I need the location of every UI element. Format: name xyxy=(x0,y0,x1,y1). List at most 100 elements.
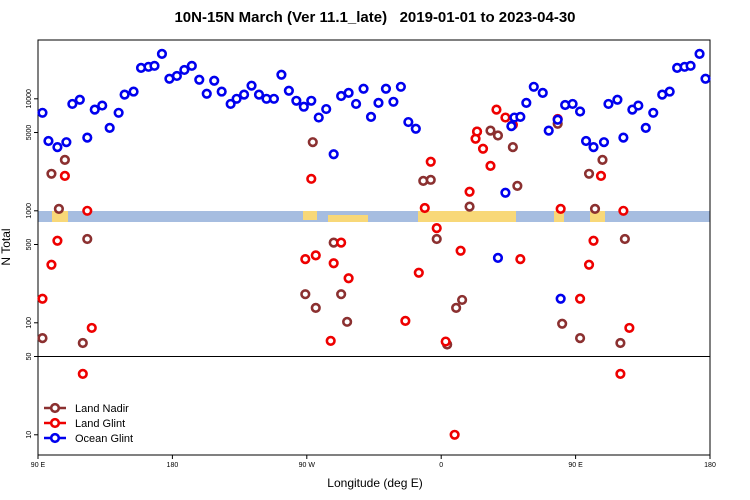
data-point xyxy=(440,336,451,347)
data-point xyxy=(574,333,586,344)
data-point xyxy=(225,98,236,110)
x-tick-label: 90 E xyxy=(568,462,583,469)
data-point xyxy=(238,89,250,100)
data-point xyxy=(358,83,369,94)
data-point xyxy=(313,112,324,123)
legend-marker xyxy=(49,417,61,429)
data-point xyxy=(104,122,115,133)
data-point xyxy=(53,203,65,214)
data-point xyxy=(343,273,354,284)
data-point xyxy=(373,97,384,108)
data-point xyxy=(485,125,496,136)
plot-frame xyxy=(37,39,711,456)
data-point xyxy=(201,88,212,99)
data-point xyxy=(506,121,517,132)
data-point xyxy=(310,302,321,313)
data-point xyxy=(603,98,614,110)
data-point xyxy=(291,95,302,106)
y-tick-label: 100 xyxy=(26,317,33,329)
legend-label: Ocean Glint xyxy=(75,433,133,445)
x-axis-label: Longitude (deg E) xyxy=(327,476,422,490)
land-mask-strip xyxy=(38,211,710,222)
data-point xyxy=(500,187,511,198)
data-point xyxy=(500,112,511,123)
data-point xyxy=(615,368,626,379)
data-point xyxy=(648,107,659,118)
data-point xyxy=(597,154,608,165)
data-point xyxy=(156,48,168,59)
data-point xyxy=(515,254,526,265)
legend-marker xyxy=(49,402,61,414)
data-point xyxy=(395,81,406,92)
data-point xyxy=(306,95,317,106)
x-tick-label: 180 xyxy=(704,462,716,469)
data-point xyxy=(612,94,623,105)
chart-title: 10N-15N March (Ver 11.1_late) 2019-01-01… xyxy=(174,9,575,26)
data-point xyxy=(451,302,462,313)
data-point xyxy=(67,98,78,110)
data-point xyxy=(588,142,599,153)
data-point xyxy=(37,293,48,304)
data-point xyxy=(298,101,309,112)
data-point xyxy=(413,267,424,278)
data-point xyxy=(82,233,93,245)
data-point xyxy=(515,111,526,122)
data-point xyxy=(618,205,629,216)
data-point xyxy=(283,85,294,96)
data-point xyxy=(365,111,377,122)
y-tick-label: 500 xyxy=(26,239,33,251)
data-point xyxy=(583,259,595,270)
data-point xyxy=(633,100,644,111)
data-point xyxy=(321,103,332,115)
data-point xyxy=(336,289,347,300)
data-point xyxy=(37,333,48,344)
y-tick-label: 10 xyxy=(26,431,33,439)
data-point xyxy=(253,89,265,100)
data-point xyxy=(664,86,675,97)
data-point xyxy=(574,106,586,117)
data-point xyxy=(37,107,48,118)
data-point xyxy=(59,170,70,181)
data-point xyxy=(328,258,339,269)
data-point xyxy=(574,293,586,304)
data-point xyxy=(425,174,436,185)
data-point xyxy=(46,168,57,179)
data-point xyxy=(588,235,599,246)
data-point xyxy=(52,142,63,153)
data-point xyxy=(149,60,160,71)
data-point xyxy=(557,318,568,329)
data-point xyxy=(521,97,532,108)
x-tick-label: 90 E xyxy=(31,462,46,469)
data-point xyxy=(455,245,466,256)
data-point xyxy=(400,315,411,326)
data-point xyxy=(171,70,182,82)
data-point xyxy=(74,94,85,105)
data-point xyxy=(82,205,93,216)
data-point xyxy=(477,143,489,154)
data-point xyxy=(492,130,504,141)
data-point xyxy=(89,104,100,115)
data-point xyxy=(619,233,630,245)
data-point xyxy=(52,235,63,246)
data-point xyxy=(457,294,468,306)
data-point xyxy=(128,86,139,97)
data-point xyxy=(537,87,548,98)
data-point xyxy=(300,254,311,265)
data-point xyxy=(77,368,88,379)
data-point xyxy=(186,60,197,71)
legend-label: Land Glint xyxy=(75,418,125,430)
data-point xyxy=(86,322,97,334)
data-point xyxy=(276,69,287,80)
data-point xyxy=(580,135,592,147)
data-point xyxy=(388,96,399,107)
data-point xyxy=(403,116,414,128)
data-point xyxy=(113,107,124,118)
data-point xyxy=(685,60,696,71)
data-point xyxy=(300,289,311,300)
data-point xyxy=(231,93,242,104)
data-point xyxy=(598,137,610,148)
data-point xyxy=(464,201,475,212)
data-point xyxy=(380,83,392,94)
data-point xyxy=(512,180,523,191)
